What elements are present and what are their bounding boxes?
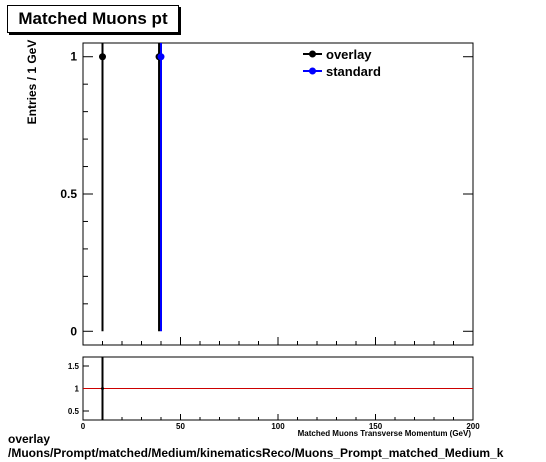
ratio-x-tick-label: 100 bbox=[271, 422, 285, 431]
footer-line-2: /Muons/Prompt/matched/Medium/kinematicsR… bbox=[8, 446, 504, 460]
ratio-y-tick-label: 1.5 bbox=[68, 362, 80, 371]
ratio-marks bbox=[83, 357, 473, 420]
ratio-y-tick-label: 0.5 bbox=[68, 407, 80, 416]
data-point-standard bbox=[157, 53, 165, 61]
x-axis-label: Matched Muons Transverse Momentum (GeV) bbox=[298, 429, 472, 438]
legend-label-standard: standard bbox=[326, 64, 381, 79]
main-plot-frame bbox=[82, 42, 474, 346]
ratio-x-tick-label: 200 bbox=[466, 422, 480, 431]
ratio-x-tick-label: 150 bbox=[369, 422, 383, 431]
chart-title: Matched Muons pt bbox=[7, 5, 179, 33]
legend-marker-overlay bbox=[309, 50, 316, 58]
ratio-x-tick-label: 0 bbox=[81, 422, 86, 431]
main-axes: 00.51 bbox=[60, 50, 473, 345]
legend: overlay standard bbox=[303, 47, 381, 79]
legend-label-overlay: overlay bbox=[326, 47, 372, 62]
legend-marker-standard bbox=[309, 67, 316, 75]
ratio-x-tick-label: 50 bbox=[176, 422, 185, 431]
main-marks bbox=[99, 43, 165, 332]
y-tick-label: 0.5 bbox=[60, 187, 77, 201]
footer-line-1: overlay bbox=[8, 432, 51, 446]
data-point-overlay bbox=[99, 53, 106, 61]
ratio-axes: 0.5 1 1.5 0 50 100 150 200 bbox=[68, 362, 480, 431]
y-tick-label: 0 bbox=[70, 324, 77, 338]
ratio-point bbox=[101, 387, 104, 390]
y-tick-label: 1 bbox=[70, 50, 77, 64]
footer: overlay /Muons/Prompt/matched/Medium/kin… bbox=[8, 432, 503, 460]
ratio-y-tick-label: 1 bbox=[75, 385, 80, 394]
